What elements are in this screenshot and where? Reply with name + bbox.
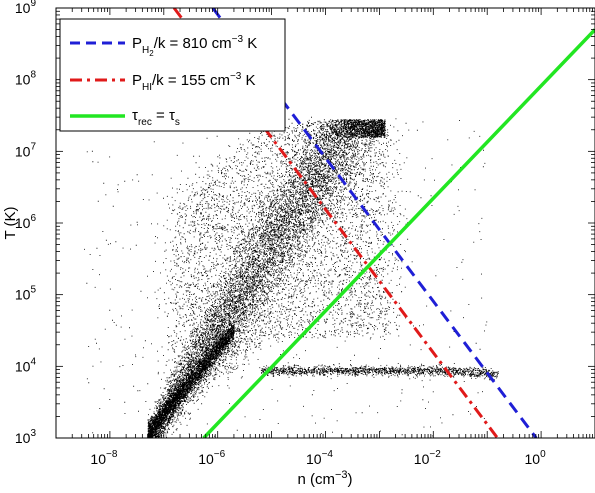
x-tick-label: 10−2 bbox=[414, 449, 441, 467]
y-axis-label: T (K) bbox=[2, 206, 19, 239]
x-tick-label: 10−4 bbox=[306, 449, 333, 467]
axis-tick-labels: 10−8 10−6 10−4 10−2 100 103 104 105 106 107 108 109 bbox=[15, 0, 546, 467]
x-tick-label: 100 bbox=[525, 449, 547, 467]
legend: PH2/k = 810 cm−3 K PHI/k = 155 cm−3 K τr… bbox=[59, 18, 286, 132]
y-tick-label: 108 bbox=[15, 70, 37, 88]
series-line-0 bbox=[211, 8, 538, 438]
y-tick-label: 103 bbox=[15, 428, 37, 446]
scatter-points bbox=[84, 116, 499, 438]
x-tick-label: 10−6 bbox=[198, 449, 225, 467]
legend-label-phi: PHI/k = 155 cm−3 K bbox=[132, 71, 256, 93]
legend-label-ph2: PH2/k = 810 cm−3 K bbox=[132, 34, 257, 58]
x-tick-label: 10−8 bbox=[90, 449, 117, 467]
y-tick-label: 107 bbox=[15, 141, 37, 159]
y-tick-label: 105 bbox=[15, 285, 37, 303]
y-tick-label: 109 bbox=[15, 0, 37, 16]
legend-label-tau: τrec = τs bbox=[132, 107, 180, 128]
gas-particle-points bbox=[84, 116, 499, 438]
x-axis-label: n (cm−3) bbox=[297, 469, 352, 488]
reference-lines bbox=[172, 8, 595, 438]
series-line-2 bbox=[202, 28, 595, 438]
y-tick-label: 106 bbox=[15, 213, 37, 231]
legend-box bbox=[59, 18, 286, 132]
axis-ticks bbox=[55, 7, 595, 439]
y-tick-label: 104 bbox=[15, 356, 37, 374]
